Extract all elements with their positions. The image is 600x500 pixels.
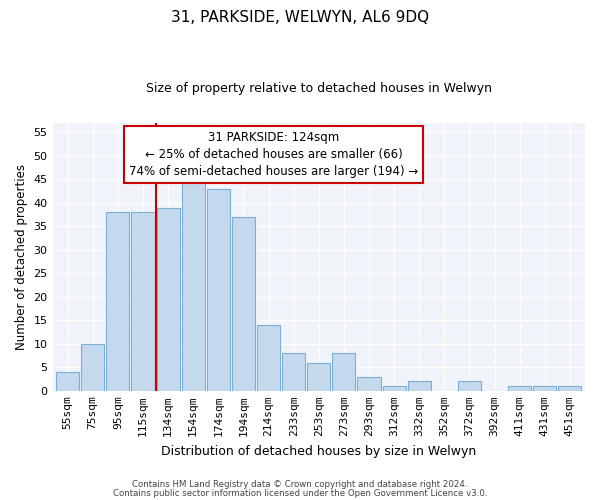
Bar bbox=[257, 325, 280, 391]
Text: Contains HM Land Registry data © Crown copyright and database right 2024.: Contains HM Land Registry data © Crown c… bbox=[132, 480, 468, 489]
Bar bbox=[282, 353, 305, 391]
Title: Size of property relative to detached houses in Welwyn: Size of property relative to detached ho… bbox=[146, 82, 492, 96]
X-axis label: Distribution of detached houses by size in Welwyn: Distribution of detached houses by size … bbox=[161, 444, 476, 458]
Text: Contains public sector information licensed under the Open Government Licence v3: Contains public sector information licen… bbox=[113, 488, 487, 498]
Bar bbox=[207, 189, 230, 391]
Y-axis label: Number of detached properties: Number of detached properties bbox=[15, 164, 28, 350]
Bar bbox=[383, 386, 406, 391]
Bar bbox=[559, 386, 581, 391]
Bar bbox=[307, 362, 331, 391]
Bar bbox=[533, 386, 556, 391]
Bar bbox=[56, 372, 79, 391]
Bar bbox=[508, 386, 531, 391]
Text: 31 PARKSIDE: 124sqm
← 25% of detached houses are smaller (66)
74% of semi-detach: 31 PARKSIDE: 124sqm ← 25% of detached ho… bbox=[129, 131, 418, 178]
Bar bbox=[106, 212, 130, 391]
Bar bbox=[458, 382, 481, 391]
Bar bbox=[358, 376, 380, 391]
Bar bbox=[131, 212, 155, 391]
Bar bbox=[81, 344, 104, 391]
Bar bbox=[407, 382, 431, 391]
Bar bbox=[182, 174, 205, 391]
Bar bbox=[232, 217, 255, 391]
Bar bbox=[157, 208, 179, 391]
Text: 31, PARKSIDE, WELWYN, AL6 9DQ: 31, PARKSIDE, WELWYN, AL6 9DQ bbox=[171, 10, 429, 25]
Bar bbox=[332, 353, 355, 391]
